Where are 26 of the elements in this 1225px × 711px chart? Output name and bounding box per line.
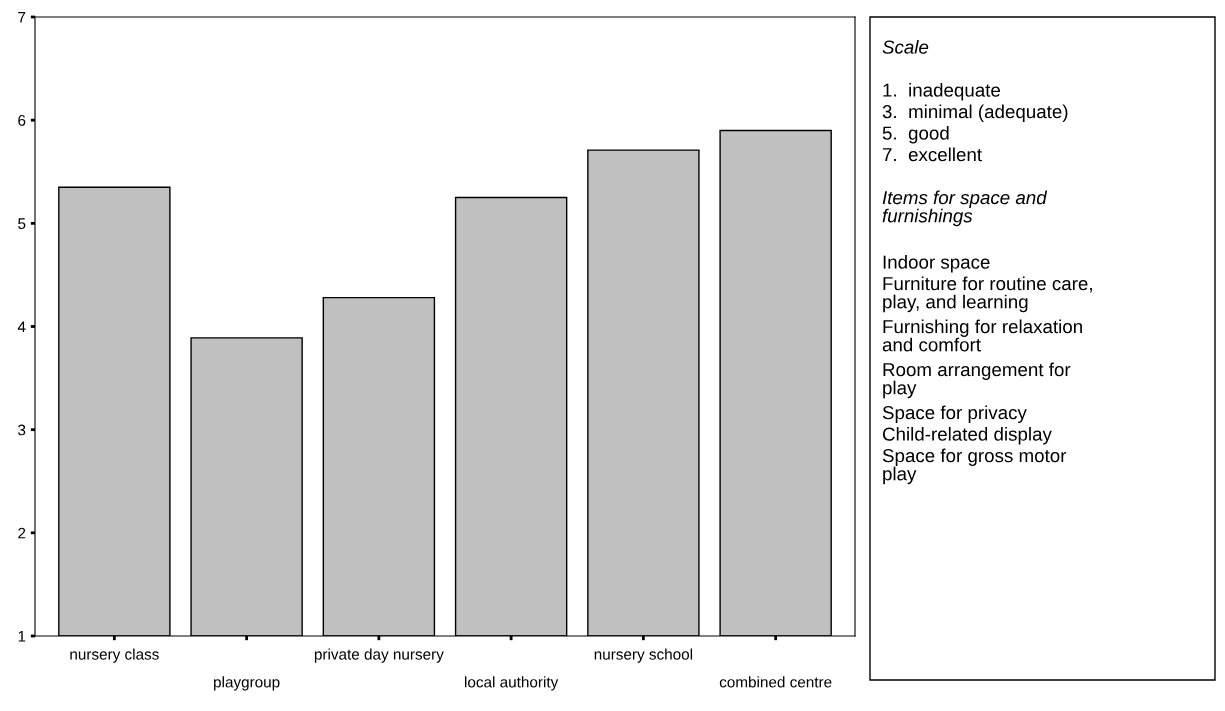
- y-tick-label: 6: [18, 115, 26, 126]
- text: Child-related display: [882, 427, 1052, 445]
- text: Indoor space: [883, 255, 990, 273]
- text: 7. excellent: [882, 147, 982, 162]
- text: Space for privacy: [882, 405, 1027, 423]
- y-tick-label: 7: [18, 12, 26, 23]
- y-tick-label: 4: [17, 321, 26, 333]
- y-tick-label: 5: [18, 218, 26, 230]
- x-tick-label: nursery class: [70, 648, 159, 663]
- text: Items for space and furnishings: [882, 190, 1048, 227]
- x-tick-label: nursery school: [594, 648, 693, 663]
- x-tick-label: private day nursery: [314, 648, 444, 663]
- text: 3. minimal (adequate): [882, 104, 1068, 122]
- text: 1. inadequate: [883, 83, 1001, 101]
- x-tick-label: local authority: [465, 676, 559, 691]
- text: 5. good: [882, 126, 949, 144]
- x-tick-label: playgroup: [214, 676, 280, 691]
- text: Furniture for routine care, play, and learning: [883, 276, 1092, 313]
- y-tick-label: 2: [18, 527, 26, 539]
- text: Room arrangement for play: [883, 362, 1071, 399]
- x-tick-label: combined centre: [719, 676, 832, 688]
- y-tick-label: 1: [18, 631, 26, 642]
- y-tick-label: 3: [18, 424, 26, 436]
- text: Scale: [882, 40, 929, 54]
- text: Space for gross motor play: [882, 448, 1067, 485]
- text: Furnishing for relaxation and comfort: [882, 319, 1082, 352]
